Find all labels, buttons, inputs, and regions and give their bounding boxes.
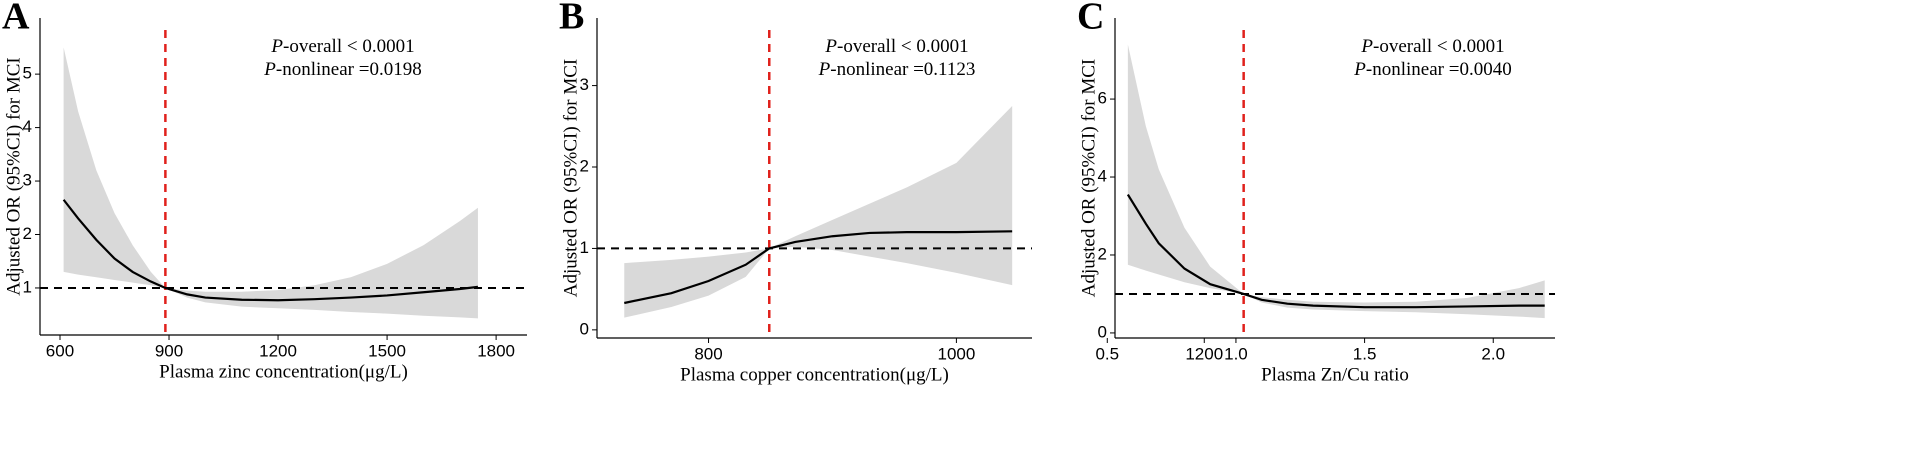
y-axis-label: Adjusted OR (95%CI) for MCI bbox=[560, 59, 581, 298]
ci-band bbox=[63, 47, 478, 319]
annotation-text: -nonlinear =0.1123 bbox=[830, 59, 975, 80]
x-tick-label: 800 bbox=[694, 344, 722, 363]
annotation-p: P bbox=[1360, 36, 1373, 57]
panel-letter: A bbox=[2, 0, 30, 38]
annotation-p: P bbox=[1353, 59, 1366, 80]
x-tick-label: 0.5 bbox=[1095, 344, 1119, 363]
ci-band bbox=[624, 105, 1013, 318]
x-tick-label: 1.0 bbox=[1224, 344, 1248, 363]
x-tick-label: 1.5 bbox=[1353, 344, 1377, 363]
y-tick-label: 3 bbox=[580, 75, 589, 94]
annotation: P-overall < 0.0001 bbox=[1360, 36, 1504, 57]
ci-band bbox=[1127, 44, 1545, 319]
y-tick-label: 6 bbox=[1098, 89, 1107, 108]
y-tick-label: 0 bbox=[580, 319, 589, 338]
annotation-text: -overall < 0.0001 bbox=[1373, 36, 1505, 57]
x-axis-label: Plasma Zn/Cu ratio bbox=[1261, 364, 1409, 385]
annotation-p: P bbox=[824, 36, 837, 57]
x-tick-label: 600 bbox=[46, 341, 74, 360]
annotation-text: -overall < 0.0001 bbox=[283, 36, 415, 57]
x-tick-label: 900 bbox=[155, 341, 183, 360]
annotation-text: -nonlinear =0.0040 bbox=[1366, 59, 1512, 80]
panel-letter: B bbox=[559, 0, 584, 38]
annotation: P-nonlinear =0.1123 bbox=[818, 59, 976, 80]
annotation-text: -nonlinear =0.0198 bbox=[276, 59, 422, 80]
annotation: P-nonlinear =0.0040 bbox=[1353, 59, 1511, 80]
spline-curve bbox=[62, 199, 479, 302]
annotation-p: P bbox=[263, 59, 276, 80]
y-tick-label: 2 bbox=[580, 156, 589, 175]
y-axis-label: Adjusted OR (95%CI) for MCI bbox=[1078, 59, 1099, 298]
x-axis-label: Plasma copper concentration(μg/L) bbox=[680, 364, 949, 385]
y-tick-label: 2 bbox=[1098, 244, 1107, 263]
annotation-p: P bbox=[818, 59, 831, 80]
y-tick-label: 5 bbox=[23, 64, 32, 83]
x-tick-label: 1000 bbox=[937, 344, 975, 363]
x-tick-label: 1200 bbox=[1185, 344, 1223, 363]
y-tick-label: 3 bbox=[23, 171, 32, 190]
y-tick-label: 1 bbox=[23, 277, 32, 296]
y-tick-label: 4 bbox=[1098, 167, 1107, 186]
y-tick-label: 4 bbox=[23, 117, 32, 136]
panel-letter: C bbox=[1077, 0, 1104, 38]
y-tick-label: 2 bbox=[23, 224, 32, 243]
spline-curve bbox=[624, 230, 1013, 305]
annotation: P-overall < 0.0001 bbox=[270, 36, 414, 57]
annotation: P-nonlinear =0.0198 bbox=[263, 59, 421, 80]
annotation: P-overall < 0.0001 bbox=[824, 36, 968, 57]
spline-curve bbox=[1126, 193, 1545, 309]
x-axis-label: Plasma zinc concentration(μg/L) bbox=[159, 361, 408, 382]
x-tick-label: 1800 bbox=[477, 341, 515, 360]
annotation-text: -overall < 0.0001 bbox=[837, 36, 969, 57]
y-tick-label: 0 bbox=[1098, 322, 1107, 341]
annotation-p: P bbox=[270, 36, 283, 57]
y-axis-label: Adjusted OR (95%CI) for MCI bbox=[3, 57, 24, 296]
y-tick-label: 1 bbox=[580, 238, 589, 257]
x-tick-label: 2.0 bbox=[1481, 344, 1505, 363]
x-tick-label: 1200 bbox=[259, 341, 297, 360]
x-tick-label: 1500 bbox=[368, 341, 406, 360]
